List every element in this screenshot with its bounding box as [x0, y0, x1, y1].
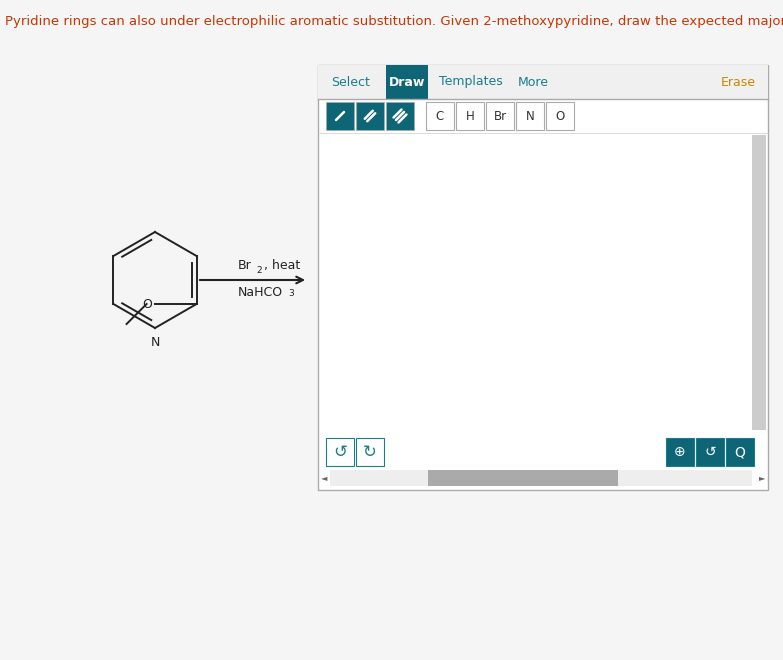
Text: ↻: ↻	[363, 443, 377, 461]
Bar	[326, 102, 354, 130]
Text: Erase: Erase	[721, 75, 756, 88]
Text: Br: Br	[493, 110, 507, 123]
Bar	[386, 65, 428, 99]
Text: O: O	[555, 110, 565, 123]
Text: N: N	[150, 336, 160, 349]
Text: ↺: ↺	[704, 445, 716, 459]
Bar	[456, 102, 484, 130]
Bar	[696, 438, 724, 466]
Text: ⊕: ⊕	[674, 445, 686, 459]
Bar	[386, 102, 414, 130]
Text: NaHCO: NaHCO	[237, 286, 283, 299]
Bar	[486, 102, 514, 130]
Bar	[318, 65, 768, 490]
Text: 3: 3	[288, 289, 294, 298]
Text: C: C	[436, 110, 444, 123]
Bar	[428, 470, 618, 486]
Bar	[330, 470, 752, 486]
Text: 2: 2	[257, 266, 262, 275]
Text: Br: Br	[237, 259, 251, 272]
Bar	[726, 438, 754, 466]
Text: ↺: ↺	[333, 443, 347, 461]
Text: Select: Select	[331, 75, 370, 88]
Bar	[516, 102, 544, 130]
Text: ►: ►	[759, 473, 765, 482]
Text: ◄: ◄	[321, 473, 327, 482]
Text: , heat: , heat	[265, 259, 301, 272]
Text: Draw: Draw	[389, 75, 425, 88]
Bar	[752, 135, 766, 430]
Text: O: O	[143, 298, 153, 310]
Text: Templates: Templates	[439, 75, 503, 88]
Text: N: N	[525, 110, 534, 123]
Bar	[356, 102, 384, 130]
Bar	[318, 65, 768, 99]
Bar	[426, 102, 454, 130]
Text: Pyridine rings can also under electrophilic aromatic substitution. Given 2-metho: Pyridine rings can also under electrophi…	[5, 15, 783, 28]
Bar	[356, 438, 384, 466]
Bar	[326, 438, 354, 466]
Text: H: H	[466, 110, 474, 123]
Text: Q: Q	[734, 445, 745, 459]
Text: More: More	[518, 75, 549, 88]
Bar	[546, 102, 574, 130]
Bar	[666, 438, 694, 466]
